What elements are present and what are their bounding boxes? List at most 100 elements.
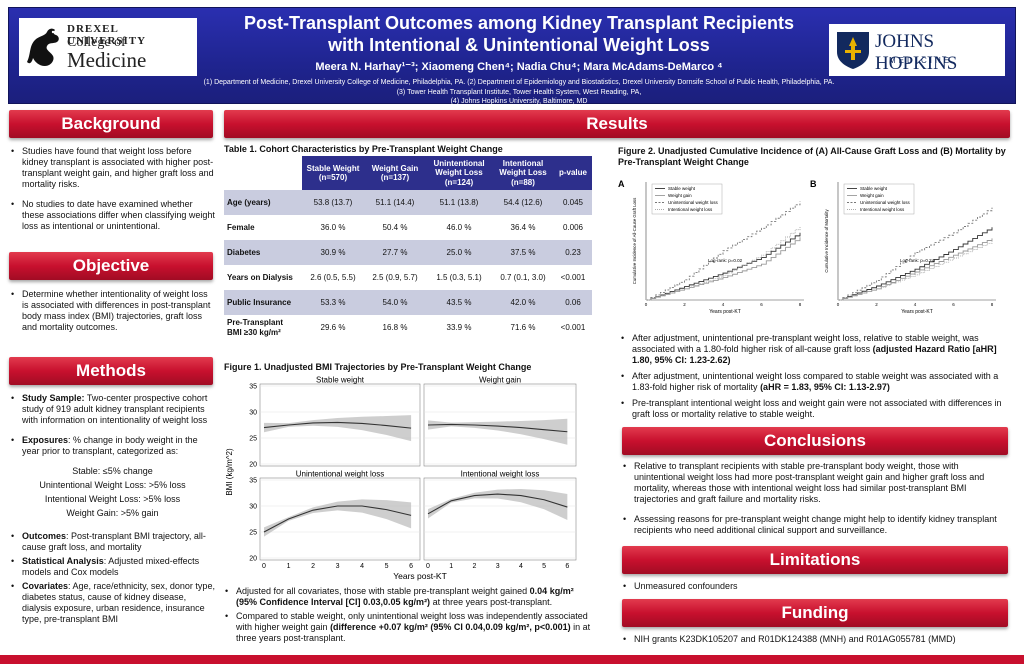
bmi-trajectory-line xyxy=(263,421,412,429)
x-tick-label: 6 xyxy=(952,302,955,307)
exposure-category-intentional: Intentional Weight Loss: >5% loss xyxy=(44,494,181,504)
results-bullet-2a: After adjustment, unintentional weight l… xyxy=(632,371,999,392)
incidence-curve xyxy=(646,201,801,301)
limitations-section: Unmeasured confounders xyxy=(622,581,1012,601)
table-row: Age (years) 53.8 (13.7) 51.1 (14.4) 51.1… xyxy=(224,190,592,215)
y-axis-label: Cumulative Incidence of Mortality xyxy=(824,209,829,273)
incidence-curve xyxy=(646,226,801,301)
panel-title: Weight gain xyxy=(479,376,521,385)
results-bullets: After adjustment, unintentional pre-tran… xyxy=(620,333,1012,429)
table-row-label: Age (years) xyxy=(224,190,302,215)
background-banner: Background xyxy=(9,110,213,138)
table-cell: 29.6 % xyxy=(302,315,364,340)
hopkins-medicine-text: MEDICINE xyxy=(889,56,953,65)
x-tick-label: 6 xyxy=(760,302,763,307)
table-cell: 0.06 xyxy=(554,290,592,315)
conclusions-banner: Conclusions xyxy=(622,427,1008,455)
poster-title: Post-Transplant Outcomes among Kidney Tr… xyxy=(209,12,829,56)
exposure-category-unintentional: Unintentional Weight Loss: >5% loss xyxy=(39,480,186,490)
x-tick-label: 4 xyxy=(519,563,523,570)
legend-label: Stable weight xyxy=(668,186,696,191)
y-axis-label: Cumulative Incidence of All-Cause Graft … xyxy=(632,198,637,284)
study-sample-text: Two-center prospective cohort study of 9… xyxy=(22,393,208,425)
methods-analysis: Statistical Analysis: Adjusted mixed-eff… xyxy=(10,556,215,578)
table-cell: 2.5 (0.9, 5.7) xyxy=(364,265,426,290)
fig1-note-2c: in at three years post-transplant. xyxy=(236,622,591,643)
legend-box xyxy=(651,183,723,215)
objective-bullet-1: Determine whether intentionality of weig… xyxy=(10,289,215,333)
fig1-note-1b: 0.04 kg/m² (95% Confidence Interval [CI]… xyxy=(236,586,574,607)
table-cell: 50.4 % xyxy=(364,215,426,240)
table-row-label: Pre-Transplant BMI ≥30 kg/m² xyxy=(224,315,302,340)
methods-banner: Methods xyxy=(9,357,213,385)
results-bullet-3: Pre-transplant intentional weight loss a… xyxy=(620,398,1012,420)
legend-label: Stable weight xyxy=(860,186,888,191)
x-tick-label: 4 xyxy=(360,563,364,570)
affiliation-line-1: (1) Department of Medicine, Drexel Unive… xyxy=(203,79,835,86)
limitations-banner: Limitations xyxy=(622,546,1008,574)
x-tick-label: 3 xyxy=(496,563,500,570)
background-section: Studies have found that weight loss befo… xyxy=(10,146,215,241)
incidence-curve xyxy=(838,227,993,301)
methods-covariates: Covariates: Age, race/ethnicity, sex, do… xyxy=(10,581,215,625)
table-cell: 46.0 % xyxy=(426,215,492,240)
bmi-trajectory-line xyxy=(427,423,568,433)
affiliations: (1) Department of Medicine, Drexel Unive… xyxy=(129,78,909,107)
x-tick-label: 2 xyxy=(683,302,686,307)
table1-title: Table 1. Cohort Characteristics by Pre-T… xyxy=(224,144,503,154)
x-tick-label: 2 xyxy=(472,563,476,570)
x-axis-label: Years post-KT xyxy=(709,309,741,315)
confidence-band xyxy=(264,499,412,537)
johns-hopkins-logo: JOHNS HOPKINS MEDICINE xyxy=(829,24,1005,76)
results-bullet-1a: After adjustment, unintentional pre-tran… xyxy=(632,333,979,354)
table-row-label: Years on Dialysis xyxy=(224,265,302,290)
conclusions-bullet-1: Relative to transplant recipients with s… xyxy=(622,461,1012,505)
johns-hopkins-text: JOHNS HOPKINS xyxy=(875,31,958,74)
table-cell: 1.5 (0.3, 5.1) xyxy=(426,265,492,290)
logrank-annotation: Log-rank: p=0.02 xyxy=(708,258,743,263)
table-cell: 42.0 % xyxy=(492,290,554,315)
y-tick-label: 35 xyxy=(249,384,257,391)
results-bullet-2: After adjustment, unintentional weight l… xyxy=(620,371,1012,393)
figure2-title: Figure 2. Unadjusted Cumulative Incidenc… xyxy=(618,146,1006,167)
fig1-note-2: Compared to stable weight, only unintent… xyxy=(224,611,592,644)
x-tick-label: 0 xyxy=(645,302,648,307)
exposure-category-stable: Stable: ≤5% change xyxy=(72,466,153,476)
x-tick-label: 2 xyxy=(875,302,878,307)
table-row: Public Insurance 53.3 % 54.0 % 43.5 % 42… xyxy=(224,290,592,315)
confidence-band xyxy=(264,415,412,442)
funding-bullet-1: NIH grants K23DK105207 and R01DK124388 (… xyxy=(622,634,1012,645)
title-line-1: Post-Transplant Outcomes among Kidney Tr… xyxy=(243,13,795,33)
table-cell: 36.0 % xyxy=(302,215,364,240)
conclusions-section: Relative to transplant recipients with s… xyxy=(622,461,1012,545)
methods-study-sample: Study Sample: Two-center prospective coh… xyxy=(10,393,215,426)
drexel-logo: DREXEL UNIVERSITY College of Medicine xyxy=(19,18,197,76)
background-bullet-2: No studies to date have examined whether… xyxy=(10,199,215,232)
table-cell: 30.9 % xyxy=(302,240,364,265)
logrank-annotation: Log-rank: p=0.24 xyxy=(900,258,935,263)
table-cell: 43.5 % xyxy=(426,290,492,315)
table-row: Female 36.0 % 50.4 % 46.0 % 36.4 % 0.006 xyxy=(224,215,592,240)
table-cell: 51.1 (13.8) xyxy=(426,190,492,215)
analysis-text: : Adjusted mixed-effects models and Cox … xyxy=(22,556,200,577)
exposures-text: : % change in body weight in the year pr… xyxy=(22,435,198,456)
funding-section: NIH grants K23DK105207 and R01DK124388 (… xyxy=(622,634,1012,654)
table-cell: 53.3 % xyxy=(302,290,364,315)
x-tick-label: 6 xyxy=(409,563,413,570)
table-row-label: Public Insurance xyxy=(224,290,302,315)
cohort-table: Stable Weight (n=570) Weight Gain (n=137… xyxy=(224,156,592,340)
objective-section: Determine whether intentionality of weig… xyxy=(10,289,215,342)
table-cell: 0.23 xyxy=(554,240,592,265)
table-cell: 53.8 (13.7) xyxy=(302,190,364,215)
table-cell: 37.5 % xyxy=(492,240,554,265)
affiliation-line-3: (4) Johns Hopkins University, Baltimore,… xyxy=(450,98,588,105)
y-tick-label: 20 xyxy=(249,556,257,563)
legend-label: Intentional weight loss xyxy=(668,207,713,212)
table-row-label: Female xyxy=(224,215,302,240)
table-cell: 2.6 (0.5, 5.5) xyxy=(302,265,364,290)
x-tick-label: 0 xyxy=(837,302,840,307)
methods-exposures: Exposures: % change in body weight in th… xyxy=(10,435,215,457)
incidence-curve xyxy=(646,237,801,301)
x-tick-label: 6 xyxy=(565,563,569,570)
